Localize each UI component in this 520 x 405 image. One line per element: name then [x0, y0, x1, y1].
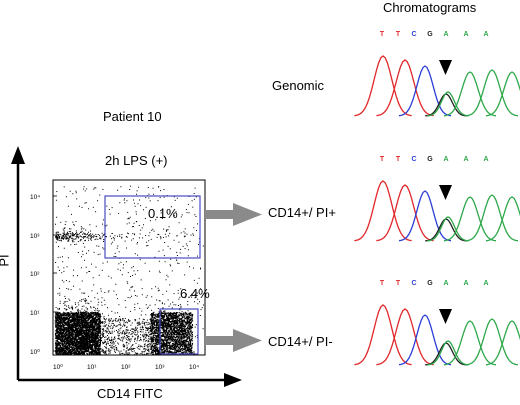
- patient-label: Patient 10: [103, 109, 162, 124]
- base-call-label: T: [380, 280, 385, 287]
- base-call-label: G: [427, 280, 433, 287]
- gate-pi-plus: [104, 195, 201, 259]
- base-call-label: A: [463, 280, 468, 287]
- base-call-label: G: [427, 156, 433, 163]
- x-axis-arrowhead: [224, 373, 242, 387]
- base-call-label: G: [427, 31, 433, 38]
- base-call-label: A: [483, 280, 488, 287]
- genomic-label: Genomic: [272, 78, 325, 93]
- scatter-dots: [54, 185, 205, 356]
- chromatograms-header: Chromatograms: [383, 0, 477, 15]
- trace-peak: [354, 180, 412, 242]
- x-tick-label: 10⁴: [189, 364, 199, 371]
- trace-peak: [427, 340, 469, 366]
- gate-pi-minus-percent: 6.4%: [180, 286, 210, 301]
- base-call-label: A: [443, 156, 448, 163]
- mutation-marker-icon: [439, 309, 452, 324]
- x-tick-label: 10³: [155, 364, 165, 371]
- x-axis-label: CD14 FITC: [97, 386, 163, 401]
- trace-peak: [398, 65, 452, 117]
- trace-peak: [443, 71, 497, 117]
- base-call-label: A: [463, 156, 468, 163]
- trace-peak: [443, 320, 497, 366]
- gate-pi-plus-percent: 0.1%: [148, 206, 178, 221]
- gate-pi-minus-population: CD14+/ PI-: [268, 334, 333, 349]
- arrow-pi-plus: [205, 203, 262, 226]
- y-tick-label: 10⁴: [30, 194, 40, 201]
- trace-peak: [465, 318, 519, 366]
- trace-peak: [354, 304, 412, 366]
- base-call-label: A: [443, 280, 448, 287]
- trace-peak: [465, 194, 519, 242]
- base-call-label: T: [396, 280, 401, 287]
- x-tick-label: 10²: [121, 364, 131, 371]
- y-tick-label: 10⁰: [30, 348, 40, 356]
- trace-peak: [398, 190, 452, 242]
- base-call-label: T: [380, 31, 385, 38]
- base-call-label: C: [411, 156, 416, 163]
- arrow-pi-minus: [205, 329, 262, 352]
- y-tick-label: 10¹: [30, 310, 40, 317]
- trace-peak: [427, 216, 469, 242]
- gate-pi-plus-population: CD14+/ PI+: [268, 205, 336, 220]
- trace-peak: [376, 59, 434, 117]
- x-tick-label: 10¹: [87, 364, 97, 371]
- trace-peak: [376, 308, 434, 366]
- mutation-marker-icon: [439, 185, 452, 200]
- base-call-label: A: [443, 31, 448, 38]
- y-tick-label: 10³: [30, 233, 40, 240]
- base-call-label: T: [380, 156, 385, 163]
- base-call-label: A: [483, 156, 488, 163]
- x-tick-label: 10⁰: [53, 363, 63, 371]
- trace-peak: [354, 55, 412, 117]
- condition-label: 2h LPS (+): [105, 153, 168, 168]
- base-call-label: T: [396, 31, 401, 38]
- trace-peak: [485, 71, 520, 117]
- trace-peak: [398, 314, 452, 366]
- base-call-label: T: [396, 156, 401, 163]
- trace-peak: [427, 91, 469, 117]
- trace-peak: [376, 184, 434, 242]
- base-call-label: C: [411, 280, 416, 287]
- gate-pi-minus: [159, 308, 199, 355]
- trace-peak: [485, 320, 520, 366]
- y-axis-arrowhead: [11, 146, 25, 164]
- base-call-label: A: [483, 31, 488, 38]
- y-tick-label: 10²: [30, 271, 40, 278]
- trace-peak: [465, 69, 519, 117]
- trace-peak: [443, 196, 497, 242]
- trace-peak: [485, 196, 520, 242]
- mutation-marker-icon: [439, 60, 452, 75]
- base-call-label: C: [411, 31, 416, 38]
- base-call-label: A: [463, 31, 468, 38]
